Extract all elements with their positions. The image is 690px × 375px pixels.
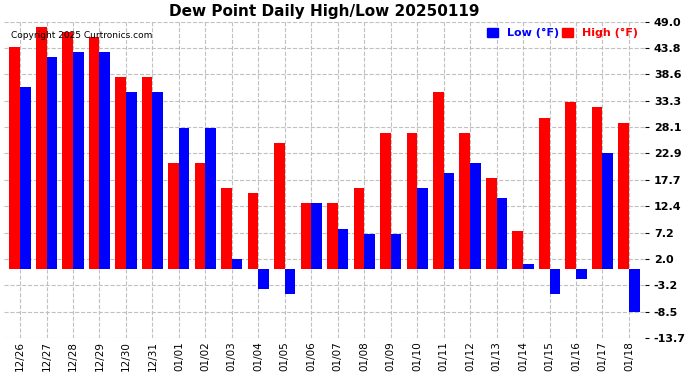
Bar <box>274 143 285 269</box>
Bar <box>285 269 295 294</box>
Bar <box>592 108 602 269</box>
Bar <box>179 128 190 269</box>
Bar <box>73 52 83 269</box>
Bar <box>327 203 337 269</box>
Bar <box>470 163 481 269</box>
Bar <box>221 188 232 269</box>
Bar <box>433 92 444 269</box>
Bar <box>206 128 216 269</box>
Bar <box>36 27 46 269</box>
Bar <box>549 269 560 294</box>
Bar <box>353 188 364 269</box>
Bar <box>99 52 110 269</box>
Bar <box>10 47 20 269</box>
Bar <box>460 133 470 269</box>
Bar <box>618 123 629 269</box>
Bar <box>337 229 348 269</box>
Bar <box>444 173 454 269</box>
Bar <box>46 57 57 269</box>
Bar <box>126 92 137 269</box>
Bar <box>417 188 428 269</box>
Bar <box>232 259 242 269</box>
Bar <box>523 264 533 269</box>
Bar <box>391 234 402 269</box>
Bar <box>406 133 417 269</box>
Bar <box>258 269 269 289</box>
Bar <box>152 92 163 269</box>
Bar <box>539 118 549 269</box>
Legend: Low (°F), High (°F): Low (°F), High (°F) <box>486 27 639 40</box>
Bar <box>576 269 586 279</box>
Bar <box>142 77 152 269</box>
Bar <box>497 198 507 269</box>
Bar <box>115 77 126 269</box>
Text: Copyright 2025 Curtronics.com: Copyright 2025 Curtronics.com <box>10 31 152 40</box>
Bar <box>364 234 375 269</box>
Bar <box>380 133 391 269</box>
Bar <box>62 32 73 269</box>
Bar <box>195 163 206 269</box>
Bar <box>301 203 311 269</box>
Bar <box>602 153 613 269</box>
Bar <box>513 231 523 269</box>
Bar <box>248 193 258 269</box>
Bar <box>20 87 30 269</box>
Bar <box>89 37 99 269</box>
Bar <box>168 163 179 269</box>
Bar <box>565 102 576 269</box>
Bar <box>486 178 497 269</box>
Bar <box>311 203 322 269</box>
Bar <box>629 269 640 312</box>
Title: Dew Point Daily High/Low 20250119: Dew Point Daily High/Low 20250119 <box>169 4 480 19</box>
